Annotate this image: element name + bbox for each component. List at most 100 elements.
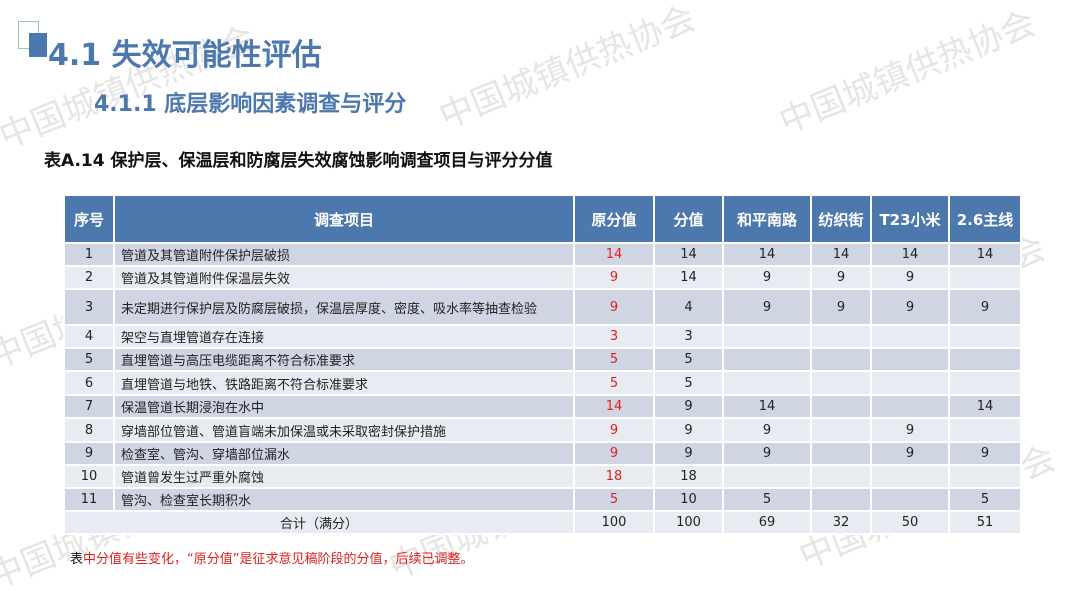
fangzhijie-score: 9: [810, 288, 872, 326]
original-score: 18: [573, 464, 655, 489]
main-line-2-6-score: [948, 464, 1022, 489]
main-line-2-6-score: [948, 347, 1022, 372]
fangzhijie-score: [810, 324, 872, 349]
decor-square-filled: [29, 33, 47, 57]
column-header: 2.6主线: [948, 194, 1022, 244]
score: 9: [653, 441, 724, 466]
main-line-2-6-score: 14: [948, 242, 1022, 267]
table-row: 9 检查室、管沟、穿墙部位漏水 9 9 9 9 9: [63, 441, 1022, 466]
t23xiaomi-score: [870, 347, 950, 372]
total-value: 32: [810, 510, 872, 535]
t23xiaomi-score: [870, 324, 950, 349]
watermark: 中国城镇供热协会: [773, 3, 1041, 143]
original-score: 14: [573, 242, 655, 267]
row-number: 9: [63, 441, 115, 466]
column-header: 调查项目: [113, 194, 575, 244]
table-row: 6 直埋管道与地铁、铁路距离不符合标准要求 5 5: [63, 370, 1022, 396]
hepingnanlu-score: 14: [722, 394, 812, 419]
score: 18: [653, 464, 724, 489]
row-number: 1: [63, 242, 115, 267]
hepingnanlu-score: 14: [722, 242, 812, 267]
row-number: 8: [63, 417, 115, 443]
fangzhijie-score: 14: [810, 242, 872, 267]
original-score: 9: [573, 441, 655, 466]
fangzhijie-score: [810, 464, 872, 489]
hepingnanlu-score: [722, 370, 812, 396]
hepingnanlu-score: 9: [722, 265, 812, 290]
original-score: 3: [573, 324, 655, 349]
row-number: 3: [63, 288, 115, 326]
column-header: T23小米: [870, 194, 950, 244]
row-number: 5: [63, 347, 115, 372]
main-line-2-6-score: [948, 370, 1022, 396]
score-table: 序号 调查项目 原分值 分值 和平南路 纺织街 T23小米 2.6主线 1 管道及其管道附件保护…: [63, 194, 1022, 535]
score: 5: [653, 347, 724, 372]
t23xiaomi-score: 9: [870, 288, 950, 326]
hepingnanlu-score: [722, 464, 812, 489]
column-header: 序号: [63, 194, 115, 244]
original-score: 9: [573, 417, 655, 443]
t23xiaomi-score: [870, 394, 950, 419]
total-label: 合计（满分）: [63, 510, 575, 535]
fangzhijie-score: [810, 441, 872, 466]
footnote-prefix: 表: [70, 552, 84, 567]
t23xiaomi-score: 9: [870, 441, 950, 466]
fangzhijie-score: [810, 417, 872, 443]
fangzhijie-score: [810, 370, 872, 396]
hepingnanlu-score: 5: [722, 487, 812, 512]
main-line-2-6-score: 5: [948, 487, 1022, 512]
t23xiaomi-score: 9: [870, 417, 950, 443]
table-row: 5 直埋管道与高压电缆距离不符合标准要求 5 5: [63, 347, 1022, 372]
main-line-2-6-score: 14: [948, 394, 1022, 419]
survey-item: 管道及其管道附件保温层失效: [113, 265, 575, 290]
fangzhijie-score: [810, 487, 872, 512]
hepingnanlu-score: 9: [722, 441, 812, 466]
original-score: 14: [573, 394, 655, 419]
total-value: 51: [948, 510, 1022, 535]
original-score: 9: [573, 265, 655, 290]
main-line-2-6-score: 9: [948, 288, 1022, 326]
survey-item: 未定期进行保护层及防腐层破损，保温层厚度、密度、吸水率等抽查检验: [113, 288, 575, 326]
row-number: 11: [63, 487, 115, 512]
survey-item: 穿墙部位管道、管道盲端未加保温或未采取密封保护措施: [113, 417, 575, 443]
fangzhijie-score: [810, 394, 872, 419]
original-score: 5: [573, 370, 655, 396]
survey-item: 管沟、检查室长期积水: [113, 487, 575, 512]
table-row: 1 管道及其管道附件保护层破损 14 14 14 14 14 14: [63, 242, 1022, 267]
survey-item: 直埋管道与高压电缆距离不符合标准要求: [113, 347, 575, 372]
table-caption: 表A.14 保护层、保温层和防腐层失效腐蚀影响调查项目与评分分值: [44, 151, 553, 171]
original-score: 5: [573, 347, 655, 372]
table-row: 8 穿墙部位管道、管道盲端未加保温或未采取密封保护措施 9 9 9 9: [63, 417, 1022, 443]
total-value: 100: [653, 510, 724, 535]
score: 5: [653, 370, 724, 396]
survey-item: 检查室、管沟、穿墙部位漏水: [113, 441, 575, 466]
survey-item: 管道及其管道附件保护层破损: [113, 242, 575, 267]
column-header: 分值: [653, 194, 724, 244]
table-row: 2 管道及其管道附件保温层失效 9 14 9 9 9: [63, 265, 1022, 290]
table-row: 4 架空与直埋管道存在连接 3 3: [63, 324, 1022, 349]
table-row: 7 保温管道长期浸泡在水中 14 9 14 14: [63, 394, 1022, 419]
row-number: 4: [63, 324, 115, 349]
survey-item: 管道曾发生过严重外腐蚀: [113, 464, 575, 489]
t23xiaomi-score: [870, 370, 950, 396]
hepingnanlu-score: 9: [722, 417, 812, 443]
score: 9: [653, 394, 724, 419]
score: 14: [653, 265, 724, 290]
score: 4: [653, 288, 724, 326]
row-number: 6: [63, 370, 115, 396]
original-score: 9: [573, 288, 655, 326]
main-line-2-6-score: [948, 265, 1022, 290]
score: 9: [653, 417, 724, 443]
total-value: 69: [722, 510, 812, 535]
row-number: 2: [63, 265, 115, 290]
column-header: 纺织街: [810, 194, 872, 244]
survey-item: 保温管道长期浸泡在水中: [113, 394, 575, 419]
column-header: 和平南路: [722, 194, 812, 244]
main-line-2-6-score: [948, 324, 1022, 349]
row-number: 10: [63, 464, 115, 489]
t23xiaomi-score: 9: [870, 265, 950, 290]
footnote-text: 中分值有些变化，“原分值”是征求意见稿阶段的分值，后续已调整。: [83, 552, 474, 567]
fangzhijie-score: 9: [810, 265, 872, 290]
t23xiaomi-score: [870, 487, 950, 512]
score: 10: [653, 487, 724, 512]
